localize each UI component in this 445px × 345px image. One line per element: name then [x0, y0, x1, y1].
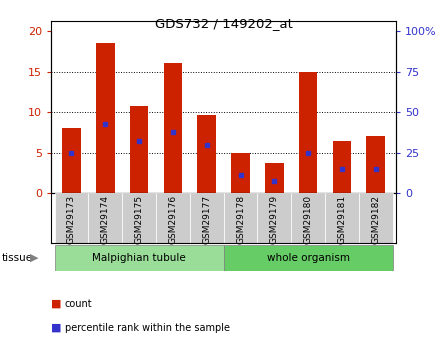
Text: whole organism: whole organism [267, 253, 350, 263]
Text: GSM29173: GSM29173 [67, 195, 76, 244]
Text: ■: ■ [51, 323, 62, 333]
Bar [257, 193, 291, 243]
Bar [367, 136, 385, 193]
Bar [325, 193, 359, 243]
Text: tissue: tissue [1, 253, 32, 263]
Bar [122, 193, 156, 243]
Text: percentile rank within the sample: percentile rank within the sample [65, 323, 230, 333]
Text: GSM29180: GSM29180 [303, 195, 313, 244]
Text: GSM29181: GSM29181 [337, 195, 347, 244]
Bar [55, 245, 224, 271]
Bar [299, 71, 317, 193]
Text: GSM29175: GSM29175 [134, 195, 144, 244]
Text: ▶: ▶ [30, 253, 38, 263]
Bar [291, 193, 325, 243]
Bar [333, 140, 351, 193]
Bar [130, 106, 148, 193]
Bar [190, 193, 224, 243]
Title: GDS732 / 149202_at: GDS732 / 149202_at [155, 17, 292, 30]
Bar [156, 193, 190, 243]
Bar [62, 128, 81, 193]
Bar [198, 115, 216, 193]
Text: GSM29182: GSM29182 [371, 195, 380, 244]
Text: GSM29179: GSM29179 [270, 195, 279, 244]
Bar [265, 163, 283, 193]
Bar [164, 63, 182, 193]
Bar [224, 193, 257, 243]
Bar [359, 193, 392, 243]
Text: GSM29174: GSM29174 [101, 195, 110, 244]
Text: GSM29177: GSM29177 [202, 195, 211, 244]
Text: count: count [65, 299, 92, 308]
Bar [89, 193, 122, 243]
Bar [224, 245, 392, 271]
Bar [231, 152, 250, 193]
Text: GSM29176: GSM29176 [168, 195, 178, 244]
Bar [96, 43, 114, 193]
Text: ■: ■ [51, 299, 62, 308]
Text: GSM29178: GSM29178 [236, 195, 245, 244]
Bar [55, 193, 89, 243]
Text: Malpighian tubule: Malpighian tubule [92, 253, 186, 263]
